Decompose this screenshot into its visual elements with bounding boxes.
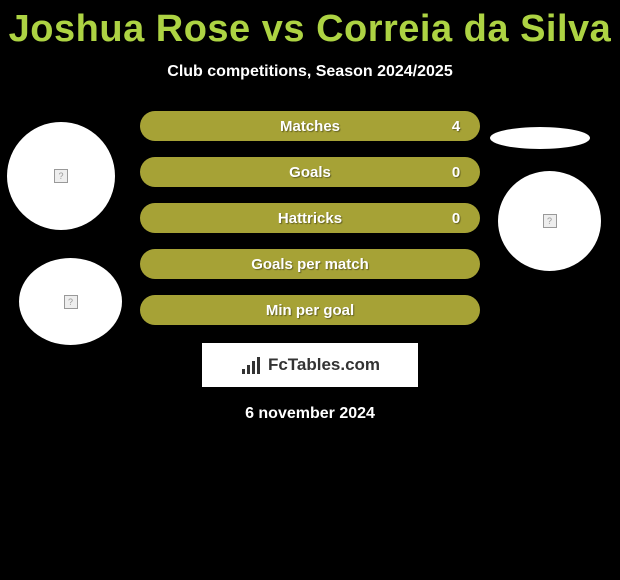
stat-label: Goals [174, 164, 446, 181]
stat-label: Matches [174, 118, 446, 135]
stat-right-value: 0 [446, 210, 466, 227]
broken-image-icon: ? [54, 169, 68, 183]
player-avatar-left-1: ? [7, 122, 115, 230]
stat-label: Goals per match [174, 256, 446, 273]
player-avatar-right-1 [490, 127, 590, 149]
stat-row: 0 Goals per match [140, 249, 480, 279]
date-text: 6 november 2024 [0, 405, 620, 423]
stat-row: 0 Matches 4 [140, 111, 480, 141]
stat-right-value: 0 [446, 164, 466, 181]
player-avatar-left-2: ? [19, 258, 122, 345]
chart-bars-icon [240, 355, 264, 375]
broken-image-icon: ? [64, 295, 78, 309]
stat-label: Min per goal [174, 302, 446, 319]
subtitle: Club competitions, Season 2024/2025 [0, 63, 620, 81]
stat-right-value: 4 [446, 118, 466, 135]
player-avatar-right-2: ? [498, 171, 601, 271]
stat-row: 0 Min per goal [140, 295, 480, 325]
stat-row: 0 Goals 0 [140, 157, 480, 187]
stats-container: 0 Matches 4 0 Goals 0 0 Hattricks 0 0 Go… [140, 111, 480, 325]
comparison-title: Joshua Rose vs Correia da Silva [0, 0, 620, 51]
logo-box: FcTables.com [202, 343, 418, 387]
logo-text: FcTables.com [268, 355, 380, 375]
stat-label: Hattricks [174, 210, 446, 227]
broken-image-icon: ? [543, 214, 557, 228]
stat-row: 0 Hattricks 0 [140, 203, 480, 233]
